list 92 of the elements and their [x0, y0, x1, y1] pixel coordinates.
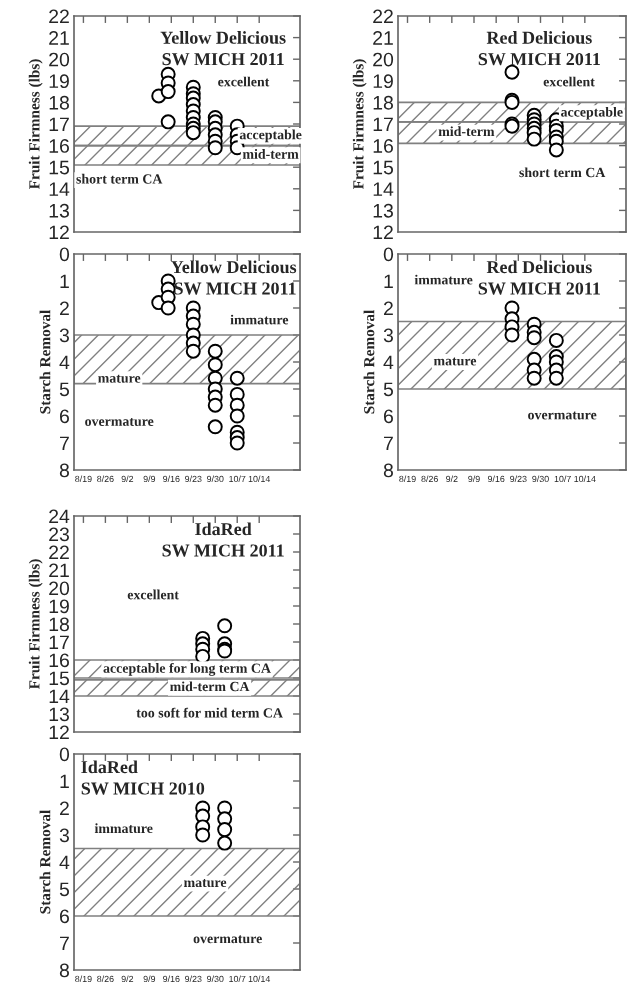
- text: IdaRed SW MICH 2011: [162, 522, 284, 557]
- y-tick-label: 8: [59, 463, 69, 478]
- y-tick-label: 3: [59, 828, 69, 843]
- point: [217, 835, 233, 851]
- y-tick-label: 4: [59, 855, 70, 870]
- y-tick-label: 6: [60, 909, 69, 924]
- point: [207, 357, 223, 373]
- y-tick-label: 1: [60, 774, 69, 789]
- point: [160, 114, 176, 130]
- y-tick-label: 12: [49, 225, 69, 240]
- point: [548, 142, 564, 158]
- y-tick-label: 2: [60, 301, 69, 316]
- y-tick-label: 8: [59, 963, 69, 978]
- y-tick-label: 13: [373, 203, 393, 218]
- y-tick-label: 19: [49, 599, 69, 614]
- y-tick-label: 15: [49, 671, 70, 686]
- y-tick-label: 17: [373, 117, 393, 132]
- y-tick-label: 12: [373, 225, 393, 240]
- y-tick-label: 21: [49, 31, 69, 45]
- y-tick-label: 12: [49, 725, 69, 740]
- y-tick-label: 3: [59, 328, 69, 343]
- y-tick-label: 14: [49, 689, 70, 704]
- y-tick-label: 7: [60, 936, 69, 951]
- point: [160, 84, 176, 100]
- y-tick-label: 15: [373, 160, 394, 175]
- y-tick-label: 2: [60, 801, 69, 816]
- y-tick-label: 5: [59, 382, 70, 397]
- text: Red Delicious SW MICH 2011: [478, 260, 600, 295]
- point: [160, 300, 176, 316]
- point: [504, 327, 520, 343]
- y-tick-label: 3: [383, 328, 393, 343]
- text: Yellow Delicious SW MICH 2011: [160, 31, 286, 66]
- point: [195, 827, 211, 843]
- y-tick-label: 22: [49, 9, 69, 24]
- y-tick-label: 20: [373, 52, 394, 67]
- y-tick-label: 0: [59, 247, 70, 262]
- y-tick-label: 5: [383, 382, 394, 397]
- y-tick-label: 2: [384, 301, 393, 316]
- point: [229, 408, 245, 424]
- point: [207, 343, 223, 359]
- y-tick-label: 8: [383, 463, 393, 478]
- y-tick-label: 6: [60, 409, 69, 424]
- point: [526, 330, 542, 346]
- point: [548, 370, 564, 386]
- point: [229, 370, 245, 386]
- y-tick-label: 18: [373, 95, 393, 110]
- point: [548, 332, 564, 348]
- y-tick-label: 14: [49, 182, 70, 196]
- y-tick-label: 16: [49, 653, 69, 668]
- point: [207, 419, 223, 435]
- point: [207, 397, 223, 413]
- y-tick-label: 7: [384, 436, 393, 451]
- y-tick-label: 22: [49, 545, 69, 560]
- y-tick-label: 24: [49, 509, 70, 524]
- point: [504, 64, 520, 80]
- y-tick-label: 4: [383, 355, 394, 370]
- text: IdaRed SW MICH 2010: [81, 760, 205, 795]
- point: [526, 131, 542, 147]
- y-tick-label: 17: [49, 635, 69, 650]
- y-tick-label: 16: [49, 139, 69, 153]
- y-tick-label: 7: [60, 436, 69, 451]
- y-tick-label: 13: [49, 707, 69, 722]
- y-tick-label: 18: [49, 95, 69, 110]
- point: [185, 343, 201, 359]
- point: [217, 618, 233, 634]
- y-tick-label: 13: [49, 203, 69, 218]
- y-tick-label: 0: [383, 247, 394, 262]
- point: [229, 435, 245, 451]
- y-tick-label: 1: [384, 274, 393, 289]
- y-tick-label: 4: [59, 355, 70, 370]
- y-tick-label: 18: [49, 617, 69, 632]
- y-tick-label: 20: [49, 581, 70, 596]
- text: Red Delicious SW MICH 2011: [478, 31, 600, 66]
- y-tick-label: 19: [49, 74, 69, 89]
- y-tick-label: 0: [59, 747, 70, 762]
- point: [185, 125, 201, 141]
- point: [207, 140, 223, 156]
- y-tick-label: 5: [59, 882, 70, 897]
- y-tick-label: 23: [49, 527, 69, 542]
- y-tick-label: 17: [49, 117, 69, 132]
- y-tick-label: 14: [373, 182, 394, 196]
- y-tick-label: 22: [373, 9, 393, 24]
- y-tick-label: 20: [49, 52, 70, 67]
- point: [217, 822, 233, 838]
- y-tick-label: 16: [373, 139, 393, 153]
- y-tick-label: 21: [373, 31, 393, 45]
- y-tick-label: 6: [384, 409, 393, 424]
- y-tick-label: 21: [49, 563, 69, 578]
- y-tick-label: 1: [60, 274, 69, 289]
- y-tick-label: 19: [373, 74, 393, 89]
- point: [526, 370, 542, 386]
- y-tick-label: 15: [49, 160, 70, 175]
